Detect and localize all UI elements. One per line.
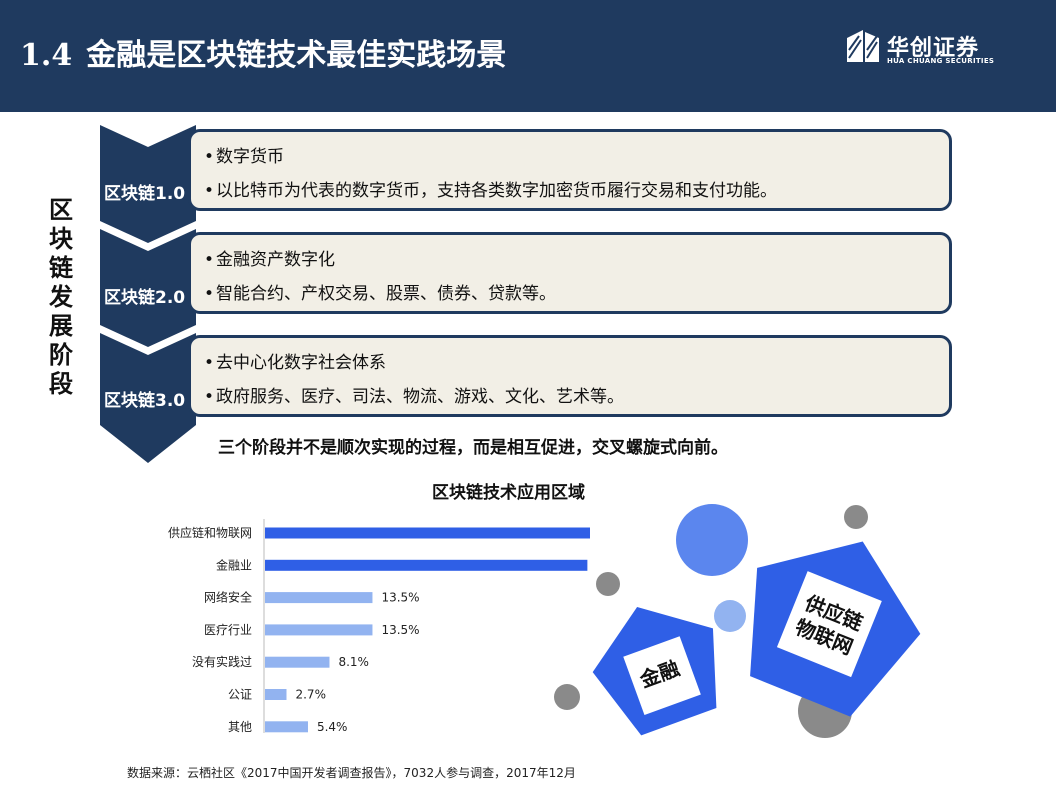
- side-label: 区块链发展阶段: [49, 196, 73, 398]
- section-number: 1.4: [20, 38, 73, 73]
- stage-box-2: 金融资产数字化 智能合约、产权交易、股票、债券、贷款等。: [188, 232, 952, 314]
- deco-circle-small-gray: [844, 505, 868, 529]
- summary-text: 三个阶段并不是顺次实现的过程，而是相互促进，交叉螺旋式向前。: [218, 438, 728, 458]
- category-label: 网络安全: [204, 590, 252, 605]
- stage-1-bullet-1: 数字货币: [204, 140, 949, 174]
- category-label: 供应链和物联网: [168, 525, 252, 540]
- bar-chart: 供应链和物联网48.6%金融业40.5%网络安全13.5%医疗行业13.5%没有…: [168, 519, 590, 734]
- header-bar: 1.4 金融是区块链技术最佳实践场景 华创证券 HUA CHUANG SECURI…: [0, 0, 1056, 112]
- deco-circle-gray-bottom-left: [554, 684, 580, 710]
- chart-title: 区块链技术应用区域: [432, 483, 585, 503]
- category-label: 其他: [228, 720, 252, 734]
- title-text: 金融是区块链技术最佳实践场景: [86, 38, 507, 73]
- decoration-illustration: 金融 供应链 物联网: [554, 504, 921, 738]
- category-label: 金融业: [216, 557, 252, 572]
- deco-circle-light-blue: [714, 600, 746, 632]
- deco-circle-gray-left: [596, 572, 620, 596]
- logo-english-text: HUA CHUANG SECURITIES: [887, 57, 995, 65]
- stage-label-2: 区块链2.0: [104, 288, 186, 308]
- stage-3-bullet-1: 去中心化数字社会体系: [204, 346, 949, 380]
- stage-2-bullet-2: 智能合约、产权交易、股票、债券、贷款等。: [204, 277, 949, 311]
- category-label: 公证: [228, 688, 252, 702]
- stage-1-bullet-2: 以比特币为代表的数字货币，支持各类数字加密货币履行交易和支付功能。: [204, 174, 949, 208]
- logo-chinese-text: 华创证券: [887, 36, 980, 61]
- stage-box-1: 数字货币 以比特币为代表的数字货币，支持各类数字加密货币履行交易和支付功能。: [188, 129, 952, 211]
- stage-label-3: 区块链3.0: [104, 391, 186, 411]
- value-label: 5.4%: [317, 720, 348, 734]
- bar: [265, 592, 373, 604]
- stage-3-bullet-2: 政府服务、医疗、司法、物流、游戏、文化、艺术等。: [204, 380, 949, 414]
- chevron-stage-1: [100, 125, 196, 243]
- deco-circle-large-blue: [676, 504, 748, 576]
- stage-2-bullet-1: 金融资产数字化: [204, 243, 949, 277]
- company-logo: 华创证券 HUA CHUANG SECURITIES: [845, 28, 995, 68]
- bar: [265, 527, 590, 539]
- value-label: 13.5%: [381, 623, 419, 637]
- page-title: 1.4 金融是区块链技术最佳实践场景: [20, 30, 506, 74]
- category-label: 没有实践过: [192, 654, 252, 669]
- value-label: 13.5%: [381, 591, 419, 605]
- logo-mark-icon: [847, 30, 879, 62]
- supply-pentagon: [750, 541, 921, 717]
- value-label: 8.1%: [338, 655, 369, 669]
- stage-box-3: 去中心化数字社会体系 政府服务、医疗、司法、物流、游戏、文化、艺术等。: [188, 335, 952, 417]
- chevron-stage-2: [100, 229, 196, 347]
- bar: [265, 721, 308, 733]
- source-note: 数据来源：云栖社区《2017中国开发者调查报告》，7032人参与调查，2017年…: [127, 766, 576, 780]
- stage-chevrons: [100, 125, 196, 463]
- bar: [265, 656, 330, 668]
- bar: [265, 559, 588, 571]
- bar: [265, 624, 373, 636]
- value-label: 2.7%: [295, 688, 326, 702]
- bar: [265, 689, 287, 700]
- finance-pentagon: [592, 607, 717, 736]
- chevron-stage-3: [100, 333, 196, 463]
- category-label: 医疗行业: [204, 623, 252, 637]
- stage-label-1: 区块链1.0: [104, 184, 186, 204]
